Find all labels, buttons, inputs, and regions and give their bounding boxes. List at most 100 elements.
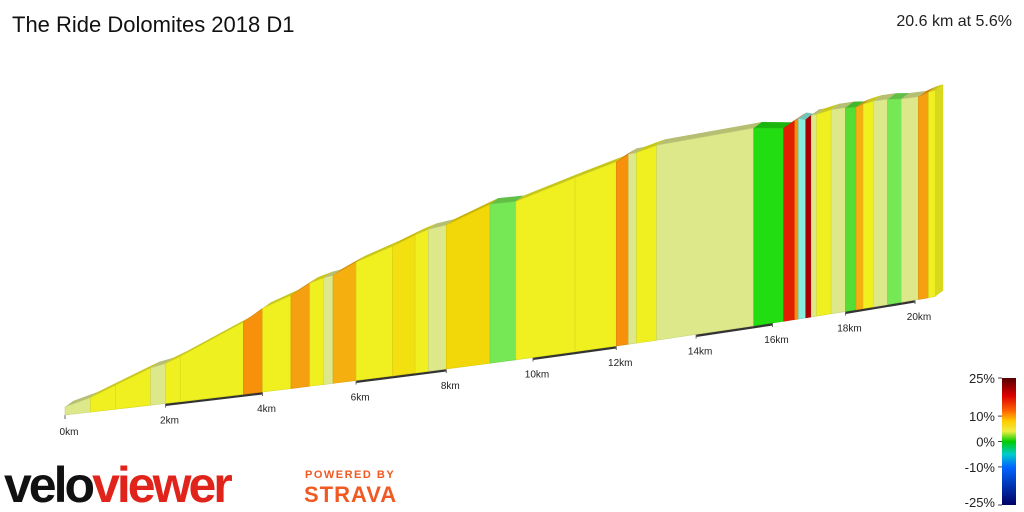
segment-top (323, 269, 342, 278)
segment (428, 224, 447, 372)
segment (887, 98, 902, 305)
x-tick-label: 14km (688, 347, 712, 358)
segment (816, 109, 832, 317)
segment-top (845, 101, 865, 108)
segment-top (180, 316, 252, 357)
segment (262, 294, 292, 393)
segment (243, 307, 263, 395)
chart-title: The Ride Dolomites 2018 D1 (12, 12, 294, 37)
x-tick-label: 6km (351, 393, 370, 404)
segment (574, 161, 617, 353)
segment-top (490, 195, 524, 205)
colorbar-label: -25% (965, 495, 996, 510)
segment (873, 98, 888, 308)
colorbar (1002, 378, 1016, 505)
x-tick-label: 0km (60, 427, 79, 438)
colorbar-label: 25% (969, 371, 995, 386)
tick-bar (165, 391, 263, 406)
segment-top (887, 92, 910, 100)
strava-logo: STRAVA (304, 482, 397, 507)
segment-top (816, 103, 840, 115)
segment (515, 177, 576, 361)
segment (753, 127, 784, 327)
segment (355, 245, 393, 381)
segment (290, 282, 311, 389)
segment-top (628, 146, 645, 155)
segment (636, 144, 657, 344)
segment (392, 234, 416, 377)
x-tick-label: 4km (257, 404, 276, 415)
logo-part: viewer (92, 457, 232, 512)
segment-top (415, 223, 437, 236)
segment-top (918, 86, 937, 97)
segment (862, 100, 875, 309)
segment (332, 261, 357, 384)
x-tick-label: 16km (764, 335, 788, 346)
segment (615, 153, 629, 347)
segment-top (811, 108, 825, 116)
segment-top (656, 122, 762, 146)
segment (918, 91, 929, 300)
segment (855, 103, 864, 311)
segment (445, 203, 491, 370)
segment-top (392, 229, 424, 247)
tick-bar (355, 368, 447, 383)
segment-top (753, 122, 792, 129)
segment-top (446, 198, 499, 226)
segment (928, 89, 936, 299)
segment (783, 120, 796, 322)
segment-top (515, 171, 584, 202)
segment (656, 127, 755, 341)
segment-top (309, 271, 332, 284)
segment (165, 355, 181, 404)
segment-top (798, 112, 814, 120)
segment-top (150, 357, 174, 368)
segment (830, 107, 846, 315)
segment-top (831, 101, 854, 110)
logo-part: velo (4, 457, 94, 512)
tick-bar (845, 299, 916, 314)
segment (179, 321, 244, 403)
end-face (935, 84, 944, 297)
segment (805, 114, 812, 319)
segment-top (262, 289, 299, 309)
segment-top (873, 93, 896, 102)
segment (309, 277, 325, 387)
segment-top (928, 84, 944, 93)
x-tick-label: 18km (837, 324, 861, 335)
segment-top (428, 219, 455, 230)
segment (810, 114, 818, 318)
segment-top (863, 95, 882, 105)
colorbar-label: -10% (965, 460, 996, 475)
segment-top (575, 155, 625, 178)
x-tick-label: 8km (441, 381, 460, 392)
colorbar-label: 0% (976, 435, 995, 450)
segment-top (333, 256, 365, 276)
segment (323, 275, 334, 385)
segment (489, 201, 517, 364)
segment (798, 118, 807, 320)
segment-top (636, 139, 665, 153)
segment (845, 107, 857, 312)
segment-top (90, 379, 124, 398)
segment (628, 152, 637, 345)
segment-top (165, 350, 189, 364)
segment (150, 363, 166, 406)
logo: veloviewer (4, 457, 232, 512)
chart-subtitle: 20.6 km at 5.6% (896, 13, 1012, 30)
x-tick-label: 2km (160, 416, 179, 427)
tick-bar (695, 322, 773, 337)
segment (794, 118, 799, 320)
colorbar-label: 10% (969, 409, 995, 424)
powered-by: POWERED BY (305, 469, 395, 481)
segment-top (901, 90, 927, 99)
x-tick-label: 12km (608, 358, 632, 369)
x-tick-label: 10km (525, 370, 549, 381)
segment-top (794, 112, 807, 121)
segment (414, 228, 429, 374)
tick-bar (532, 345, 617, 360)
segment (901, 96, 919, 303)
segment (90, 384, 116, 413)
segment-top (115, 361, 159, 386)
